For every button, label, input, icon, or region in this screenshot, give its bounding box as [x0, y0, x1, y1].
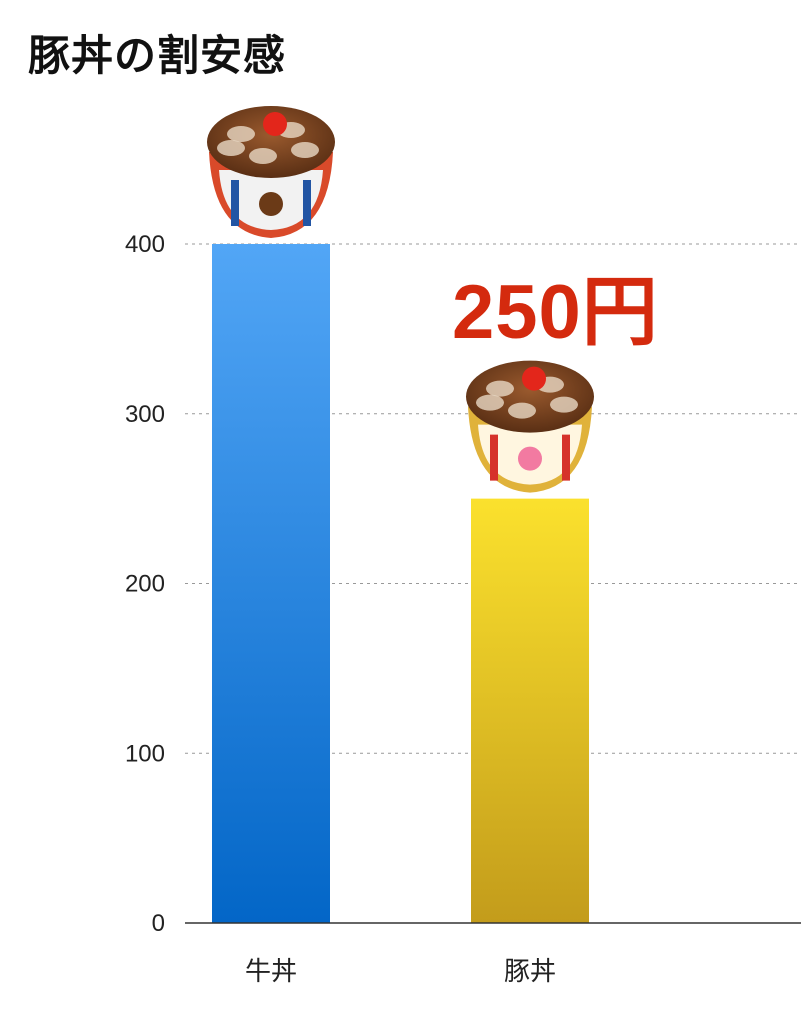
y-tick-label: 300 [125, 401, 165, 428]
price-annotation: 250円 [452, 270, 659, 355]
y-tick-label: 0 [152, 910, 165, 937]
pork-bowl-icon [466, 360, 594, 493]
bar-1 [471, 498, 589, 923]
x-category-label: 牛丼 [245, 957, 297, 987]
y-tick-label: 100 [125, 740, 165, 767]
y-tick-label: 400 [125, 231, 165, 258]
chart-title: 豚丼の割安感 [28, 31, 287, 80]
bar-0 [212, 244, 330, 923]
y-tick-label: 200 [125, 571, 165, 598]
beef-bowl-icon [207, 106, 335, 238]
x-category-label: 豚丼 [504, 957, 556, 987]
